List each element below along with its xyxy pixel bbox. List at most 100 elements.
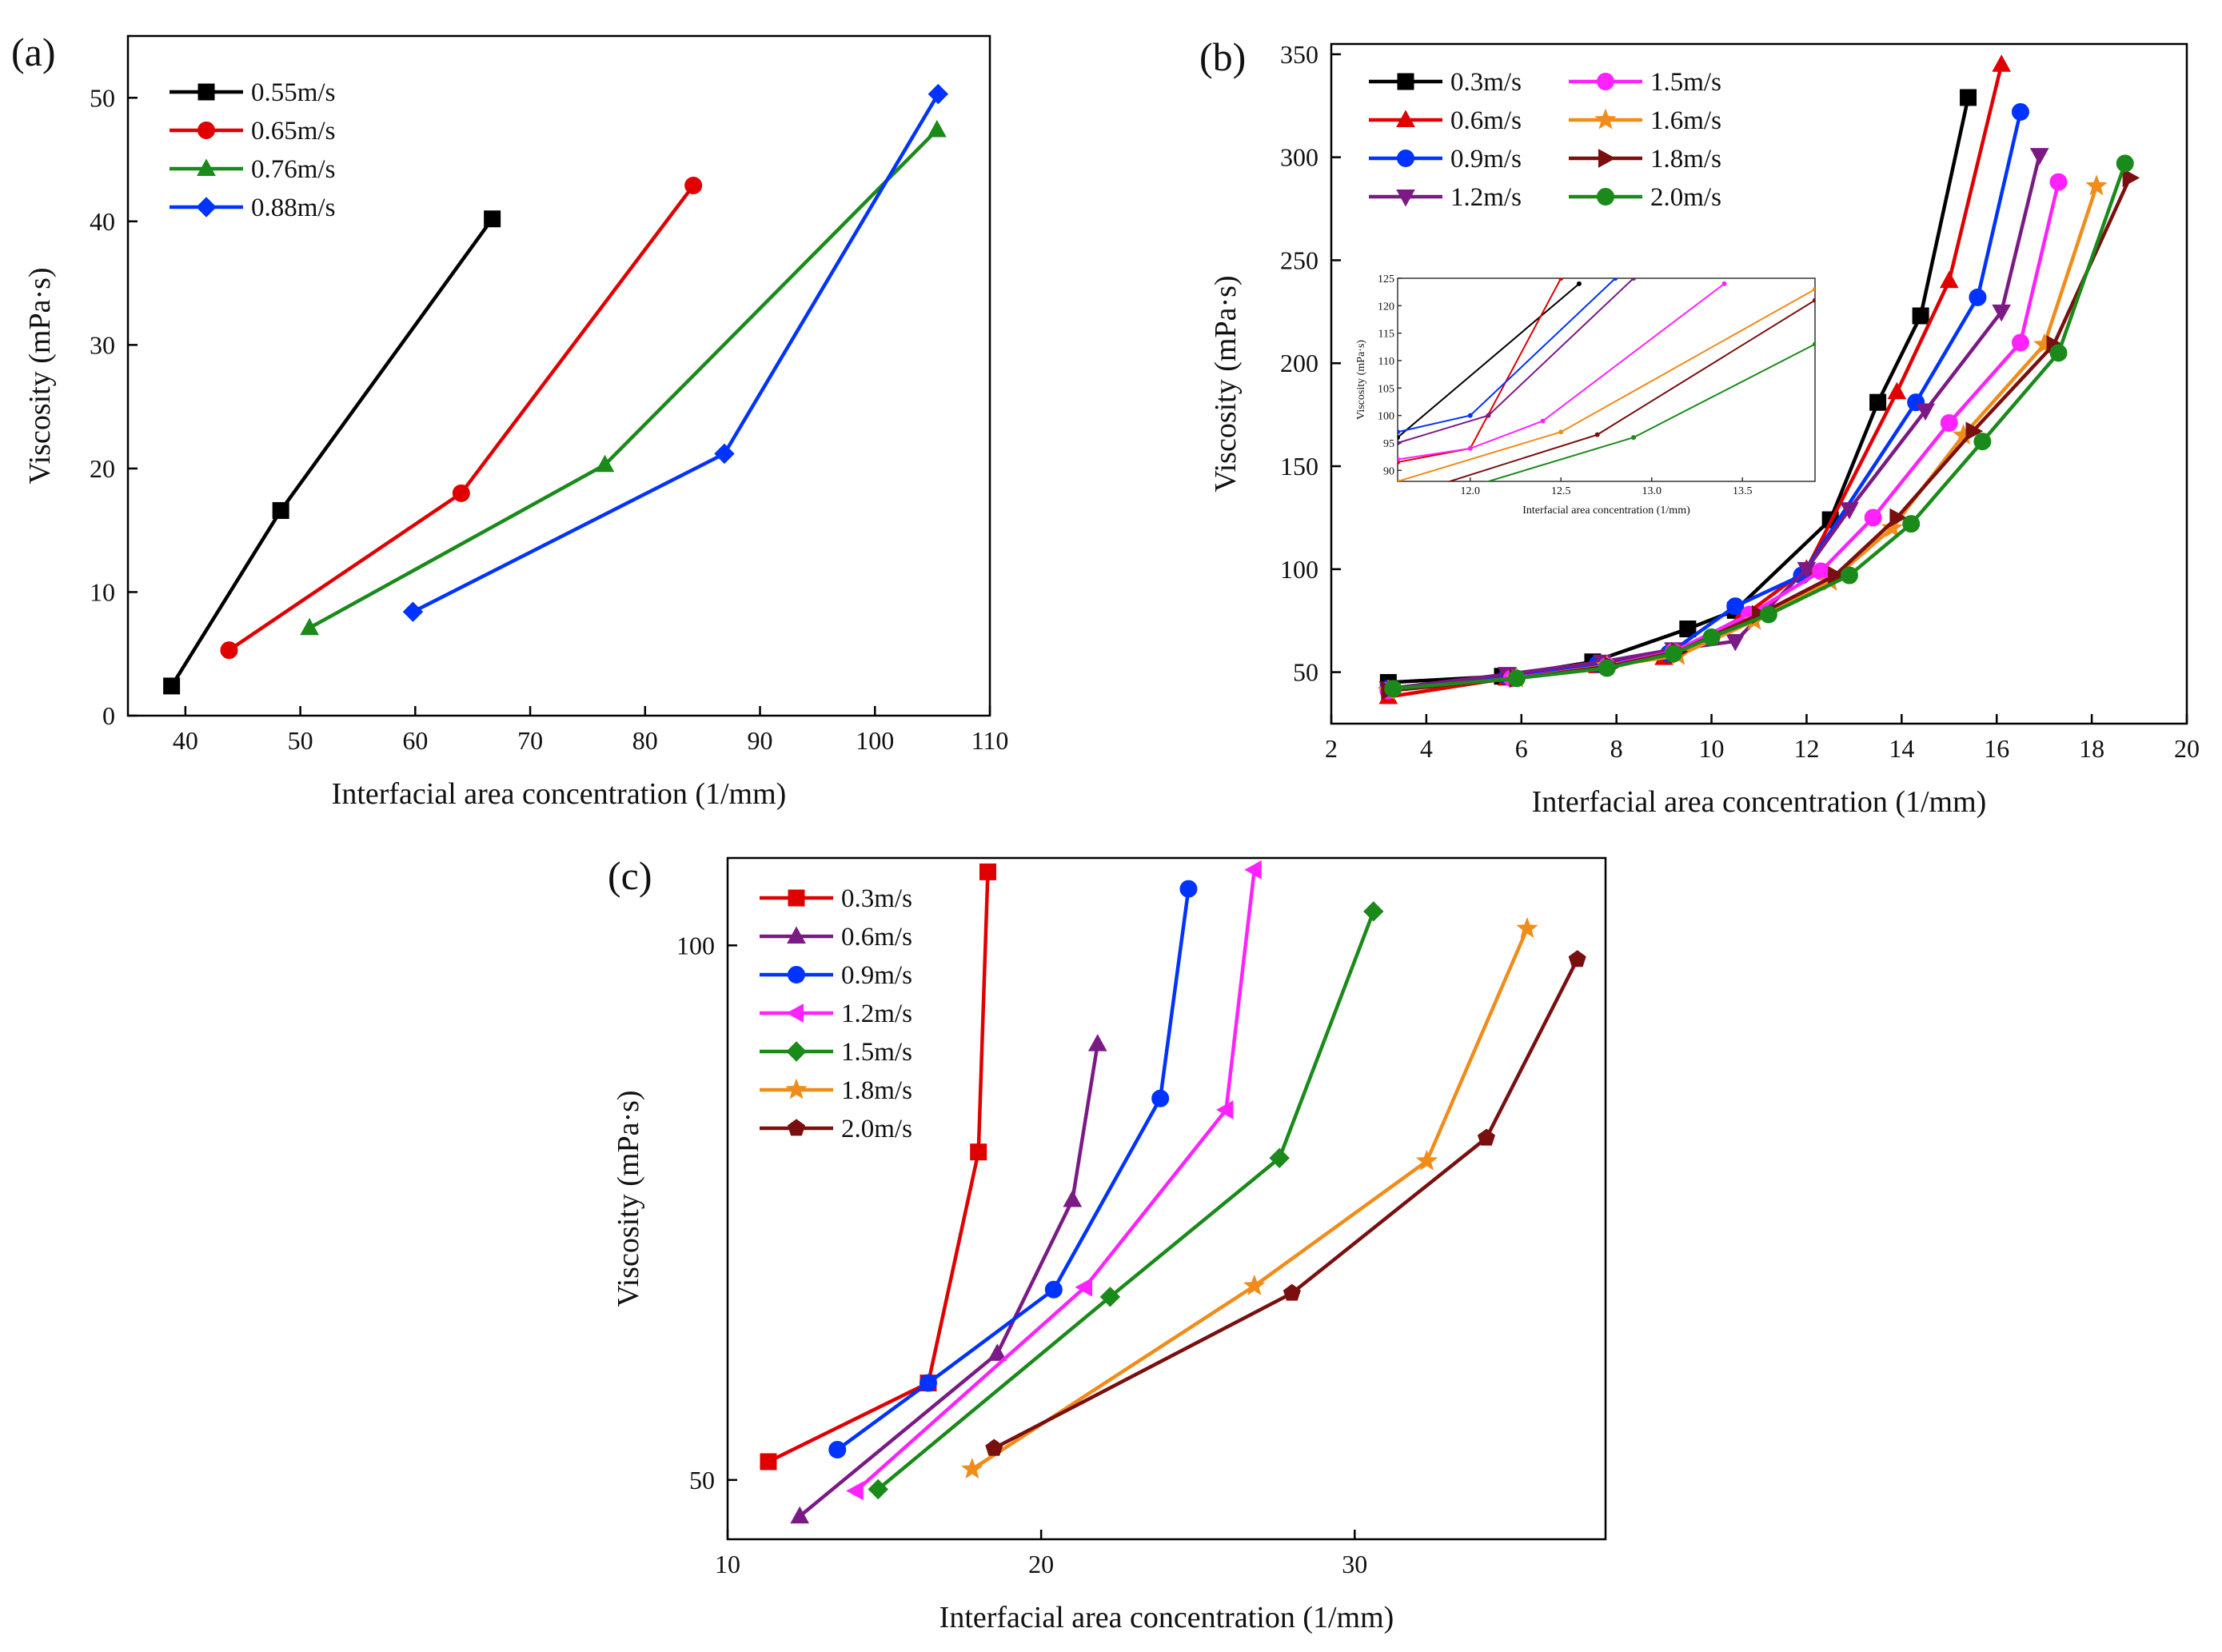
legend-entry: 1.2m/s [760,1000,912,1028]
data-point [1960,89,1977,106]
series-1.2m/s [846,860,1262,1501]
data-point [452,484,470,502]
y-tick-label: 350 [1280,40,1318,69]
legend-label: 1.2m/s [841,1000,912,1028]
series-line [228,184,695,652]
data-point [163,677,181,695]
x-tick-label: 10 [715,1550,740,1578]
data-point [684,177,703,194]
inset-x-axis-title: Interfacial area concentration (1/mm) [1522,505,1690,517]
y-tick-label: 200 [1280,349,1318,377]
data-point [595,454,615,473]
legend-swatch-marker [787,926,806,944]
legend: 0.3m/s 0.6m/s 0.9m/s 1.2m/s 1.5m/s 1.6m/s 1.8m… [1369,68,1721,212]
data-point [1363,901,1384,922]
series-line [971,928,1530,1471]
x-tick-label: 14 [1889,734,1914,763]
data-point [1965,421,1984,441]
inset-data-point [1398,429,1400,435]
legend-label: 0.9m/s [841,961,912,990]
data-point [1973,433,1992,451]
data-point [402,601,424,622]
data-point [300,617,319,636]
legend-label: 0.6m/s [1450,106,1522,135]
legend-label: 0.3m/s [1450,68,1522,97]
inset-data-point [1398,457,1400,462]
series-0.3m/s [760,863,996,1470]
data-point [1939,270,1959,289]
legend-entry: 0.88m/s [170,194,335,222]
series-line [767,872,990,1463]
inset-y-tick-label: 110 [1378,356,1394,368]
y-tick-label: 100 [676,931,715,960]
data-point [927,83,949,105]
y-tick-label: 0 [102,701,115,730]
x-axis-title: Interfacial area concentration (1/mm) [1532,785,1987,819]
legend-swatch-marker [197,122,215,139]
x-tick-label: 10 [1699,734,1725,763]
series-0.55m/s [163,210,501,695]
legend-swatch-marker [197,158,216,176]
panel-b: 2 4 6 8 10 12 14 16 18 20 50 100 150 200 250 300 350 Inte… [1199,34,2200,819]
x-tick-label: 90 [748,726,773,755]
panel-label: (a) [11,30,56,74]
data-point [1283,1283,1301,1301]
inset-data-point [1486,413,1491,418]
data-point [1244,860,1262,880]
legend-label: 1.5m/s [1650,68,1721,97]
data-point [1992,304,2012,322]
data-point [1384,680,1402,698]
data-point [1215,1100,1234,1119]
legend: 0.3m/s 0.6m/s 0.9m/s 1.2m/s 1.5m/s 1.8m/s 2.0m… [760,884,912,1143]
data-point [2011,103,2029,121]
inset-y-tick-label: 95 [1383,438,1394,450]
x-tick-label: 80 [632,726,658,755]
data-point [1902,515,1921,533]
data-point [1507,669,1526,688]
panel-label: (b) [1199,34,1246,79]
inset-y-tick-label: 105 [1378,383,1394,395]
legend-swatch-marker [788,889,805,907]
series-1.8m/s [961,916,1538,1479]
data-point [1726,597,1745,616]
inset-data-point [1813,341,1815,347]
plot-frame [1330,42,2188,725]
x-tick-label: 20 [1028,1550,1054,1578]
data-point [919,1374,937,1392]
x-tick-label: 20 [2174,734,2200,763]
data-point [1725,633,1745,652]
data-point [1665,644,1682,663]
y-tick-label: 50 [1293,658,1318,687]
x-axis-title: Interfacial area concentration (1/mm) [332,777,787,811]
legend-swatch-marker [1397,73,1414,90]
data-point [484,210,501,228]
legend-entry: 0.6m/s [1369,106,1522,135]
inset-data-point [1395,506,1400,511]
y-axis-title: Viscosity (mPa·s) [23,267,57,484]
data-point [1916,403,1935,421]
legend-entry: 2.0m/s [760,1115,912,1143]
series-line [876,911,1375,1491]
series-1.5m/s [868,901,1384,1500]
data-point [220,641,238,660]
series-2.0m/s [985,950,1586,1456]
y-tick-label: 300 [1280,143,1318,172]
legend-entry: 0.65m/s [170,117,335,146]
data-point [1759,605,1777,624]
legend-entry: 0.9m/s [1369,145,1522,174]
data-point [927,119,947,138]
data-point [979,863,996,880]
legend-entry: 0.6m/s [760,923,912,952]
series-0.65m/s [220,177,703,660]
series-line [993,958,1579,1450]
legend-entry: 0.3m/s [760,884,912,913]
legend-label: 1.6m/s [1650,106,1721,135]
data-point [1568,950,1586,968]
inset-x-tick-label: 13.5 [1733,485,1753,497]
data-point [828,1441,847,1459]
x-tick-label: 110 [971,726,1009,755]
legend-label: 1.8m/s [1650,145,1721,174]
data-point [1063,1189,1083,1207]
series-0.76m/s [300,119,947,636]
legend-label: 2.0m/s [841,1115,912,1143]
